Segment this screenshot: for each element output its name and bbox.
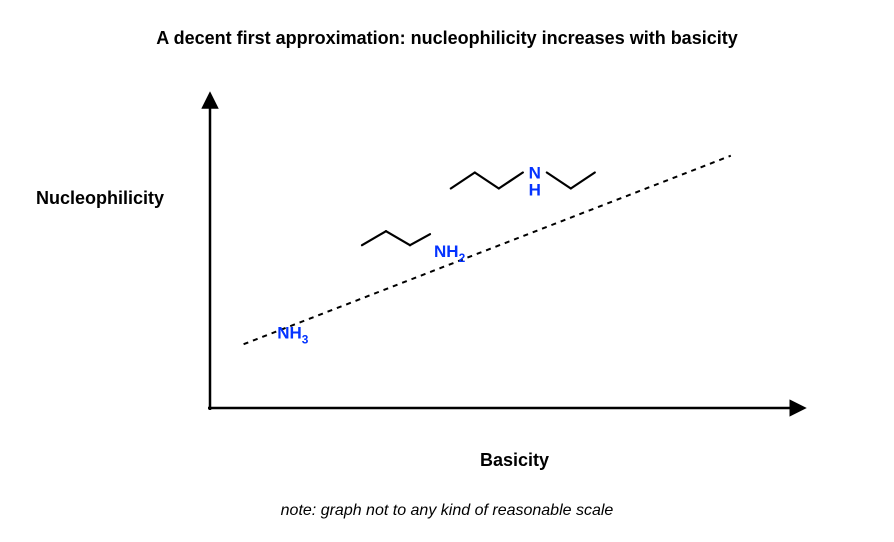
atom-label: NH3 [277, 323, 309, 346]
chart-title: A decent first approximation: nucleophil… [0, 28, 894, 49]
atom-label: NH2 [434, 242, 466, 265]
molecule-ammonia: NH3 [277, 323, 309, 346]
atom-label-bottom: H [529, 181, 541, 200]
molecule-diethylamine: NH [451, 164, 595, 200]
chart-svg: NH3 NH2 NH [60, 88, 840, 448]
y-axis-label: Nucleophilicity [36, 188, 164, 209]
x-axis-label: Basicity [480, 450, 549, 471]
chart-area: NH3 NH2 NH [60, 88, 840, 448]
molecule-ethylamine: NH2 [362, 231, 466, 265]
chart-note: note: graph not to any kind of reasonabl… [0, 502, 894, 520]
